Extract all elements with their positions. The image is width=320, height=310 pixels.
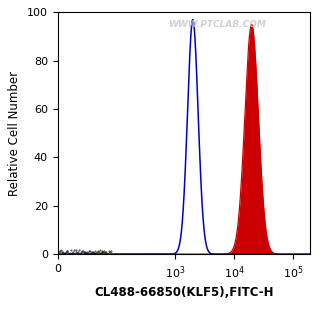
Y-axis label: Relative Cell Number: Relative Cell Number	[8, 71, 21, 196]
X-axis label: CL488-66850(KLF5),FITC-H: CL488-66850(KLF5),FITC-H	[94, 286, 274, 299]
Text: WWW.PTCLAB.COM: WWW.PTCLAB.COM	[168, 20, 266, 29]
